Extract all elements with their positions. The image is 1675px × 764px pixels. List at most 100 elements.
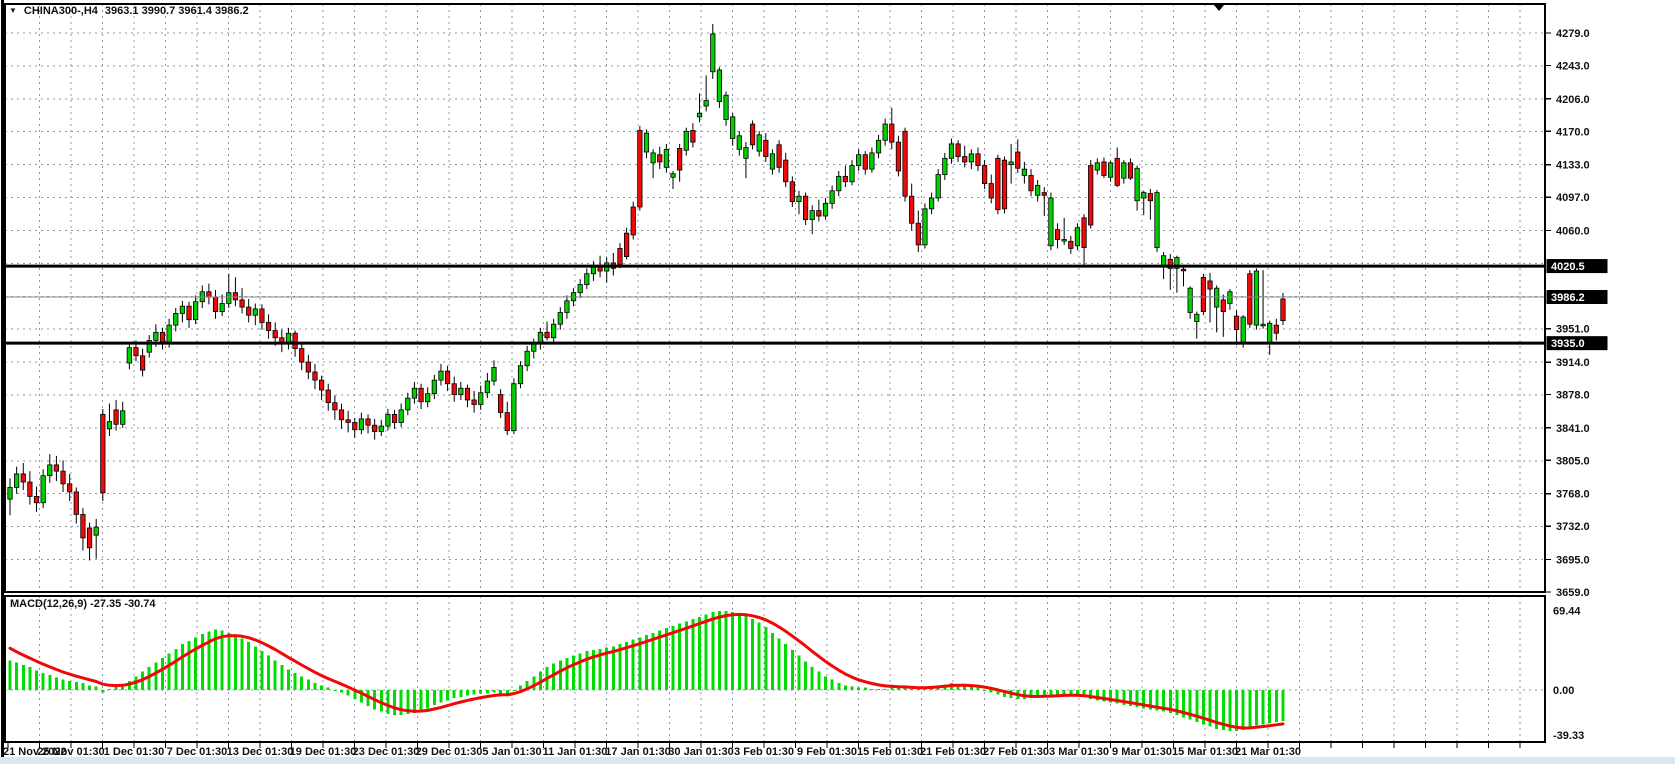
macd-histogram-bar [804,661,808,690]
candle [577,279,583,299]
candle [1088,160,1094,229]
candle [120,401,126,428]
price-axis-label: 3659.0 [1556,587,1590,599]
macd-histogram-bar [983,689,987,691]
candle [928,192,935,215]
candle [33,486,40,512]
candle [1074,223,1081,251]
time-axis-label: 29 Dec 01:30 [416,746,483,758]
price-axis[interactable]: 4279.0 4243.0 4206.0 4170.0 4133.0 4097.0 4060… [1545,28,1608,599]
level-lines[interactable] [5,264,1545,345]
macd-histogram-bar [107,688,111,690]
time-axis-label: 15 Mar 01:30 [1172,746,1238,758]
chart-shift-marker[interactable] [1214,5,1224,11]
candle [809,205,815,235]
macd-histogram-bar [41,672,45,690]
candle [610,252,616,276]
macd-histogram-bar [644,635,648,690]
candle [623,227,630,260]
macd-histogram-bar [214,629,218,690]
candle [391,409,398,429]
macd-histogram-bar [830,679,834,690]
macd-histogram-bar [638,637,642,690]
macd-signal-line [8,612,1285,730]
candle [551,318,557,343]
macd-histogram-bar [340,689,343,693]
candle [1041,187,1047,217]
candle [113,399,119,431]
candle [882,118,888,146]
macd-histogram-bar [379,689,383,712]
price-axis-label: 4170.0 [1556,126,1590,138]
candle [1008,143,1014,184]
level-price-tag: 4020.5 [1546,259,1608,274]
candle [670,170,676,189]
candle [948,138,955,164]
candle [756,131,762,157]
macd-histogram-bar [320,685,324,690]
price-axis-label: 4279.0 [1556,28,1590,40]
macd-histogram-bar [996,689,1000,695]
time-axis-label: 25 Nov 01:30 [37,746,104,758]
macd-histogram-bar [1148,689,1152,710]
macd-histogram-bar [505,689,509,695]
macd-histogram-bar [174,648,178,690]
macd-histogram-bar [890,687,894,690]
symbol-dropdown-icon[interactable]: ▼ [9,6,17,15]
candle [677,143,683,182]
time-axis-label: 13 Dec 01:30 [227,746,294,758]
candle [716,67,723,108]
macd-histogram-bar [432,689,436,705]
candle [80,508,86,551]
macd-histogram-bar [247,641,251,690]
candle [219,294,225,317]
candle [451,376,457,402]
macd-histogram-bar [989,689,993,693]
candle [1035,179,1041,202]
time-axis-label: 27 Feb 01:30 [983,746,1049,758]
macd-histogram-bar [664,628,668,690]
candle [405,392,411,416]
macd-histogram-bar [1268,689,1272,724]
candle [358,412,364,435]
candle [378,419,384,437]
macd-histogram-bar [956,684,960,690]
time-axis-label: 17 Jan 01:30 [605,746,670,758]
candle [239,288,245,314]
macd-histogram-bar [479,689,483,694]
macd-histogram-bar [598,648,602,690]
candle [299,342,305,371]
macd-histogram-bar [877,688,881,690]
macd-histogram-bar [678,623,682,690]
macd-histogram-bar [903,687,907,690]
candle [47,454,53,483]
candle [365,414,371,434]
symbol-header[interactable]: ▼ CHINA300-,H4 3963.1 3990.7 3961.4 3986… [9,5,249,17]
macd-histogram-bar [399,689,403,716]
macd-histogram-bar [28,667,32,690]
price-axis-label: 4060.0 [1556,225,1590,237]
macd-histogram-bar [591,649,595,690]
macd-histogram-bar [459,689,463,697]
candle [60,460,66,492]
macd-histogram-bar [267,655,271,690]
candle [836,170,842,197]
macd-histogram-bar [306,679,310,690]
candle [186,301,192,328]
time-axis-label: 7 Dec 01:30 [167,746,228,758]
candle [425,387,431,408]
macd-histogram-bar [698,616,702,690]
macd-histogram-bar [180,644,184,690]
candle [1267,320,1273,355]
macd-histogram-bar [1221,689,1225,730]
macd-histogram-bar [857,687,861,690]
candle [179,300,185,323]
candle [537,327,544,350]
macd-axis-label: 0.00 [1553,685,1574,697]
macd-histogram-bar [1003,689,1006,697]
candle [1174,255,1180,293]
price-axis-label: 3878.0 [1556,390,1590,402]
macd-histogram-bar [558,660,562,690]
